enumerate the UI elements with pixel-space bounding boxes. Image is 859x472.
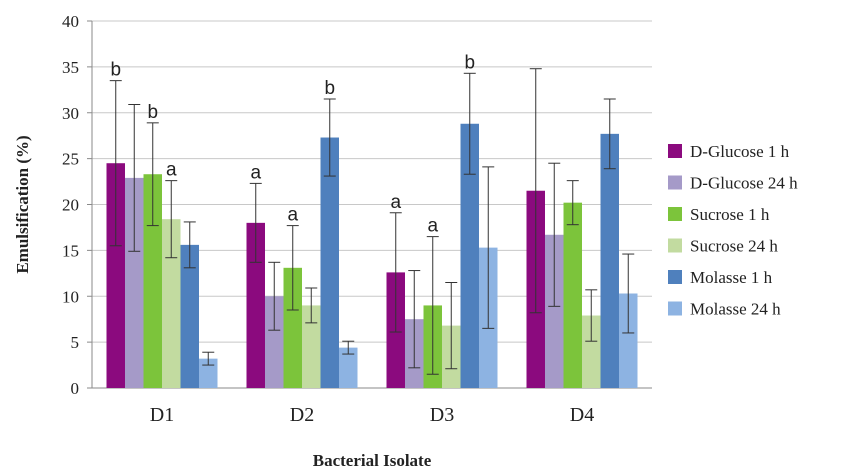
significance-label: b (324, 78, 335, 99)
bar (283, 267, 302, 388)
y-tick-label: 25 (62, 150, 79, 169)
legend-label: Molasse 1 h (690, 268, 773, 287)
legend-label: D-Glucose 1 h (690, 142, 790, 161)
x-tick-label: D2 (290, 404, 314, 426)
legend-swatch (668, 207, 682, 221)
bar (582, 315, 601, 388)
y-tick-label: 10 (62, 287, 79, 306)
bar (563, 202, 582, 388)
legend-swatch (668, 238, 682, 253)
x-tick-label: D3 (430, 404, 454, 426)
bar (143, 174, 162, 388)
y-tick-label: 5 (71, 333, 80, 352)
legend-swatch (668, 144, 682, 158)
bar (246, 222, 265, 388)
bar (339, 347, 358, 388)
y-axis-title: Emulsification (%) (13, 135, 32, 273)
bar (545, 234, 564, 388)
bar (619, 293, 638, 388)
bar (180, 244, 199, 388)
bar (460, 123, 479, 388)
y-tick-label: 0 (71, 379, 80, 398)
significance-label: b (464, 52, 475, 73)
significance-label: a (390, 192, 401, 213)
legend: D-Glucose 1 h D-Glucose 24 h Sucrose 1 h Su… (668, 142, 798, 319)
x-axis-title: Bacterial Isolate (313, 451, 432, 470)
y-tick-label: 15 (62, 241, 79, 260)
x-tick-label: D1 (150, 404, 174, 426)
y-tick-label: 30 (62, 104, 79, 123)
y-axis-ticks: 0 5 10 15 20 25 30 35 40 (62, 12, 93, 398)
significance-label: a (427, 216, 438, 237)
legend-swatch (668, 175, 682, 190)
bars (106, 123, 638, 388)
error-bars (109, 68, 635, 375)
significance-label: b (147, 102, 158, 123)
significance-label: a (250, 162, 261, 183)
legend-label: Sucrose 24 h (690, 237, 778, 256)
bar (125, 177, 144, 388)
legend-label: Molasse 24 h (690, 300, 781, 319)
y-tick-label: 35 (62, 58, 79, 77)
y-tick-label: 40 (62, 12, 79, 31)
legend-swatch (668, 301, 682, 316)
bar (265, 296, 284, 388)
significance-labels: b a a b a a a b b (110, 52, 475, 236)
significance-label: b (110, 60, 121, 81)
x-tick-label: D4 (570, 404, 594, 426)
significance-label: a (287, 205, 298, 226)
legend-label: Sucrose 1 h (690, 205, 770, 224)
bar (162, 219, 181, 388)
x-axis: D1 D2 D3 D4 (150, 404, 594, 426)
significance-label: a (166, 160, 177, 181)
bar (320, 137, 339, 388)
legend-swatch (668, 270, 682, 284)
bar (199, 358, 218, 388)
bar (600, 133, 619, 388)
y-tick-label: 20 (62, 196, 79, 215)
legend-label: D-Glucose 24 h (690, 174, 798, 193)
bar (302, 305, 321, 388)
bar (106, 163, 125, 388)
